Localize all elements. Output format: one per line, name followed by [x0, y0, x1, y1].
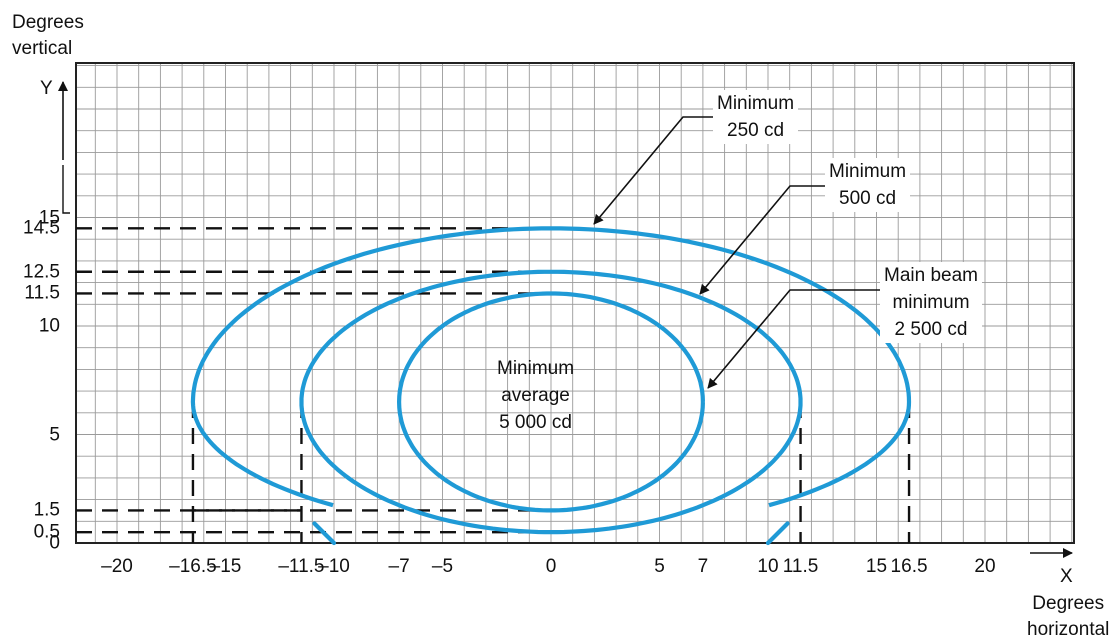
x-tick-label: –5	[431, 556, 454, 577]
y-tick-label: 10	[38, 315, 60, 337]
contour-0-left-tail	[312, 521, 337, 546]
x-tick-label: 11.5	[782, 556, 819, 577]
y-axis-bracket	[62, 165, 70, 214]
x-tick-label: –15	[209, 556, 242, 577]
y-tick-label: 12.5	[23, 261, 60, 283]
leader-250cd	[593, 116, 713, 225]
callout-2500cd: Main beam minimum 2 500 cd	[880, 262, 982, 343]
x-tick-label: 20	[974, 556, 996, 577]
contour-0	[190, 226, 912, 508]
x-axis-title: Degrees horizontal	[1027, 593, 1110, 640]
contour-0-right-tail	[765, 521, 790, 546]
x-tick-label: 0	[545, 556, 557, 577]
x-tick-label: –11.5	[278, 556, 325, 577]
callout-leaders	[593, 116, 880, 389]
y-tick-label: 1.5	[33, 499, 60, 521]
x-tick-label: 5	[654, 556, 665, 577]
y-tick-label: 5	[49, 424, 60, 445]
y-tick-label: 0.5	[33, 521, 60, 543]
x-axis-letter: X	[1060, 566, 1073, 587]
x-tick-label: –16.5	[169, 556, 217, 577]
y-axis-title: Degrees vertical	[12, 12, 84, 59]
contour-2	[396, 291, 705, 513]
contour-1	[299, 269, 803, 535]
callout-250cd: Minimum 250 cd	[713, 90, 799, 144]
x-tick-label: 7	[697, 556, 709, 577]
x-tick-label: –20	[101, 556, 133, 577]
leader-2500cd	[707, 289, 880, 389]
callout-500cd: Minimum 500 cd	[825, 158, 911, 212]
callout-center-5000cd: Minimum average 5 000 cd	[497, 358, 575, 433]
y-tick-label: 14.5	[23, 217, 60, 239]
contours	[190, 226, 912, 546]
leader-500cd	[699, 185, 825, 295]
plot-frame	[75, 62, 1075, 544]
y-tick-label: 0	[49, 532, 60, 554]
x-tick-label: –7	[388, 556, 410, 577]
x-tick-label: 10	[757, 556, 779, 577]
y-tick-label: 15	[38, 207, 60, 228]
y-tick-label: 11.5	[24, 282, 60, 304]
x-tick-label: 15	[865, 556, 888, 577]
x-tick-label: –10	[318, 556, 350, 577]
y-axis-letter: Y	[40, 78, 53, 99]
x-tick-label: 16.5	[890, 556, 928, 577]
